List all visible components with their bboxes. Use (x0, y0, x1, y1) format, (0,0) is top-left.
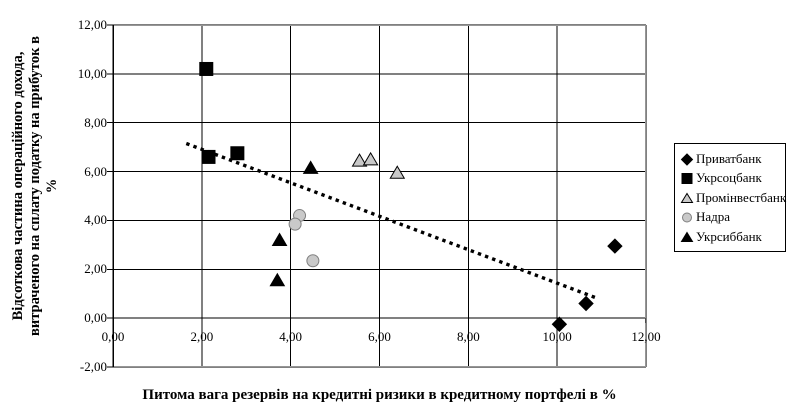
x-tick-label: 0,00 (101, 329, 125, 344)
y-tick-label: -2,00 (79, 359, 107, 374)
y-tick-label: 6,00 (84, 163, 107, 179)
data-point (201, 149, 216, 164)
y-tick-label: 2,00 (84, 261, 107, 277)
data-point (551, 316, 568, 332)
plot-area (107, 24, 647, 368)
legend-label: Промінвестбанк (696, 189, 787, 205)
y-tick-label: 12,00 (77, 17, 107, 32)
diamond-legend-icon (680, 153, 694, 166)
legend-label: Укрсиббанк (696, 228, 762, 244)
legend-label: Надра (696, 209, 731, 225)
y-tick-label: 10,00 (77, 65, 107, 81)
x-tick-label: 2,00 (190, 329, 214, 344)
y-tick-label: 4,00 (84, 212, 107, 228)
x-tick-label: 6,00 (368, 329, 391, 344)
data-point (681, 173, 693, 185)
data-point (607, 238, 623, 254)
x-tick-label: 10,00 (542, 329, 572, 344)
y-tick-label: 0,00 (84, 310, 107, 326)
data-point (302, 160, 319, 174)
legend-item: Укрсиббанк (680, 227, 785, 247)
data-point (682, 212, 692, 223)
y-axis-title: Відсоткова частина операційного дохода, в… (10, 15, 64, 357)
data-point (351, 153, 368, 167)
x-tick-label: 4,00 (279, 329, 303, 344)
data-point (199, 61, 214, 76)
data-point (271, 232, 288, 246)
data-point (306, 254, 320, 268)
legend-label: Приватбанк (696, 150, 762, 166)
legend-label: Укрсоцбанк (696, 170, 762, 186)
circle-legend-icon (682, 212, 692, 223)
data-point (269, 272, 286, 287)
triangle-open-legend-icon (680, 192, 694, 203)
x-tick-label: 8,00 (456, 329, 480, 344)
data-point (680, 231, 694, 242)
legend: Приватбанк Укрсоцбанк Промінвестбанк Надра У… (674, 143, 786, 252)
data-point (680, 153, 694, 166)
x-tick-label: 12,00 (631, 329, 661, 344)
data-point (230, 146, 245, 161)
plot-canvas (107, 24, 647, 368)
data-point (389, 165, 406, 179)
data-point (680, 192, 694, 203)
legend-item: Укрсоцбанк (680, 169, 785, 189)
y-axis-title-line: витраченого на сплату податку на прибуто… (27, 36, 43, 336)
legend-item: Надра (680, 208, 785, 228)
y-tick-label: 8,00 (84, 114, 107, 130)
y-axis-title-line: Відсоткова частина операційного дохода, (10, 51, 26, 321)
x-axis-title: Питома вага резервів на кредитні ризики … (142, 387, 617, 403)
legend-item: Промінвестбанк (680, 188, 787, 208)
data-point (578, 295, 594, 312)
square-legend-icon (681, 173, 693, 185)
legend-item: Приватбанк (680, 149, 785, 169)
data-point (288, 217, 302, 231)
triangle-solid-legend-icon (680, 231, 694, 242)
data-point (362, 151, 379, 166)
